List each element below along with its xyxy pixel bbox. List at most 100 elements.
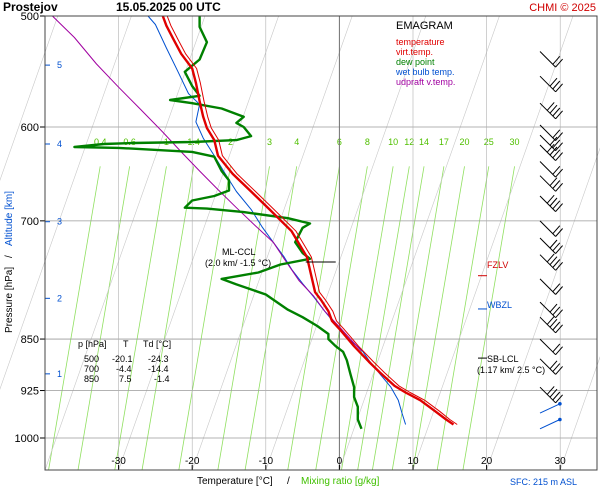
wind-barb-flag: [552, 129, 561, 139]
wind-barb: [539, 316, 563, 334]
wind-barb-flag: [555, 245, 563, 254]
altitude-tick-label: 3: [57, 217, 62, 227]
sb-lcl-value: (1.17 km/ 2.5 °C): [477, 365, 545, 375]
sounding-datetime: 15.05.2025 00 UTC: [116, 0, 221, 14]
dry-adiabat-line: [0, 15, 59, 181]
wind-barbs: [539, 51, 563, 430]
y-axis-title: Pressure [hPa] / Altitude [km]: [4, 191, 15, 333]
wind-barb-flag: [552, 306, 561, 316]
wind-barb-flag: [555, 132, 563, 141]
dry-adiabat-line: [191, 15, 353, 471]
legend-virt-temp: virt.temp.: [396, 47, 433, 57]
pressure-tick-label: 925: [21, 386, 39, 398]
wind-barb-shaft: [539, 254, 556, 271]
wind-barb-flag: [546, 316, 555, 325]
wind-barb-flag: [549, 360, 558, 370]
mixing-ratio-line: [436, 166, 490, 471]
wind-barb-dot: [558, 402, 562, 406]
wind-barb: [539, 253, 563, 271]
pressure-tick-label: 850: [21, 334, 39, 346]
mixing-ratio-label: 0.4: [94, 137, 107, 147]
mixing-ratio-label: 12: [404, 137, 414, 147]
mixing-ratio-line: [391, 166, 445, 471]
wind-barb: [539, 194, 563, 212]
wind-barb-flag: [549, 136, 558, 146]
wind-barb-flag: [546, 253, 555, 263]
wind-barb: [539, 417, 562, 430]
mixing-ratio-label: 30: [510, 137, 520, 147]
wbzl-label: WBZL: [487, 300, 512, 310]
ml-lcl-value: (2.0 km/ -1.5 °C): [205, 258, 271, 268]
wind-barb: [539, 124, 563, 141]
credit-text: CHMI © 2025: [529, 2, 596, 14]
wind-barb-flag: [555, 83, 563, 93]
temperature-tick-label: -10: [259, 456, 274, 467]
wind-barb-shaft: [539, 195, 556, 212]
y-axis-title-sep: /: [4, 255, 15, 258]
mixing-ratio-line: [141, 166, 195, 471]
table-header-td: Td [°C]: [143, 339, 171, 349]
wind-barb-flag: [549, 256, 558, 266]
wind-barb-flag: [552, 107, 561, 117]
wind-barb-flag: [546, 143, 555, 153]
wind-barb-shaft: [539, 134, 556, 152]
sounding-table: p [hPa] T Td [°C] 500 -20.1 -24.3 700 -4…: [78, 339, 171, 384]
wind-barb-flag: [555, 142, 563, 152]
wind-barb-flag: [552, 225, 561, 235]
mixing-ratio-label: 10: [388, 137, 398, 147]
wind-barb-flag: [552, 391, 561, 401]
station-name: Prostejov: [3, 0, 58, 14]
wind-barb-shaft: [539, 144, 556, 161]
dry-adiabat-line: [486, 147, 600, 471]
mixing-ratio-label: 25: [484, 137, 494, 147]
wind-barb: [539, 161, 563, 178]
wind-barb-shaft: [539, 175, 556, 192]
wind-barb-flag: [555, 228, 563, 237]
wind-barb-flag: [555, 394, 563, 404]
wind-barb-flag: [555, 203, 563, 212]
wind-barb-flag: [555, 286, 563, 295]
mixing-ratio-label: 2: [228, 137, 233, 147]
wind-barb-shaft: [539, 278, 556, 295]
wind-barb-flag: [552, 165, 561, 175]
series-temperature: [161, 15, 455, 426]
pressure-tick-label: 500: [21, 11, 39, 23]
x-axis-title-temp: Temperature [°C]: [197, 476, 273, 487]
wind-barb-flag: [549, 303, 558, 313]
mixing-ratio-line: [77, 166, 131, 471]
wind-barb-flag: [549, 146, 558, 156]
mixing-ratio-label: 3: [267, 137, 272, 147]
wind-barb-shaft: [539, 403, 561, 414]
table-row-700-td: -14.4: [148, 364, 169, 374]
wind-barb-flag: [549, 104, 558, 114]
series-dew-point: [73, 16, 363, 430]
table-row-850-p: 850: [84, 374, 99, 384]
wind-barb-flag: [552, 55, 561, 65]
mixing-ratio-line: [48, 166, 101, 471]
wind-barb-flag: [552, 363, 561, 372]
wind-barb: [539, 301, 563, 319]
ml-lcl-label: ML-CCL: [222, 247, 256, 257]
mixing-ratio-line: [357, 166, 410, 471]
temperature-tick-label: 10: [407, 456, 419, 467]
wind-barb-flag: [555, 309, 563, 319]
temperature-tick-label: 20: [481, 456, 493, 467]
wind-barb-flag: [555, 152, 563, 161]
fzlv-label: FZLV: [487, 260, 508, 270]
wind-barb: [539, 386, 563, 404]
wind-barb-flag: [552, 200, 561, 210]
wind-barb: [539, 143, 563, 161]
wind-barb-flag: [552, 149, 561, 159]
wind-barb: [539, 237, 563, 254]
y-axis-title-pressure: Pressure [hPa]: [4, 267, 15, 333]
wind-barb-flag: [552, 259, 561, 268]
mixing-ratio-line: [217, 166, 270, 471]
wind-barb-shaft: [539, 220, 556, 237]
temperature-tick-label: 30: [555, 456, 567, 467]
table-row-850-t: 7.5: [119, 374, 132, 384]
wind-barb-shaft: [539, 338, 556, 356]
wind-barb-flag: [552, 80, 561, 90]
x-axis-title-mix: Mixing ratio [g/kg]: [301, 476, 380, 487]
wind-barb-flag: [552, 242, 561, 252]
